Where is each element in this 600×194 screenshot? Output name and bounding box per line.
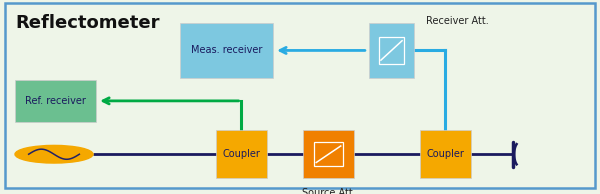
Text: Source Att.: Source Att. [302, 188, 355, 194]
FancyBboxPatch shape [369, 23, 414, 78]
Text: Receiver Att.: Receiver Att. [426, 16, 489, 26]
FancyBboxPatch shape [5, 3, 595, 188]
FancyBboxPatch shape [15, 80, 96, 122]
Ellipse shape [15, 146, 93, 163]
FancyBboxPatch shape [303, 130, 354, 178]
Text: Meas. receiver: Meas. receiver [191, 45, 262, 55]
FancyBboxPatch shape [180, 23, 273, 78]
Text: Reflectometer: Reflectometer [15, 14, 160, 32]
Text: Coupler: Coupler [223, 149, 260, 159]
Text: Ref. receiver: Ref. receiver [25, 96, 86, 106]
FancyBboxPatch shape [216, 130, 267, 178]
FancyBboxPatch shape [420, 130, 471, 178]
Text: Coupler: Coupler [427, 149, 464, 159]
